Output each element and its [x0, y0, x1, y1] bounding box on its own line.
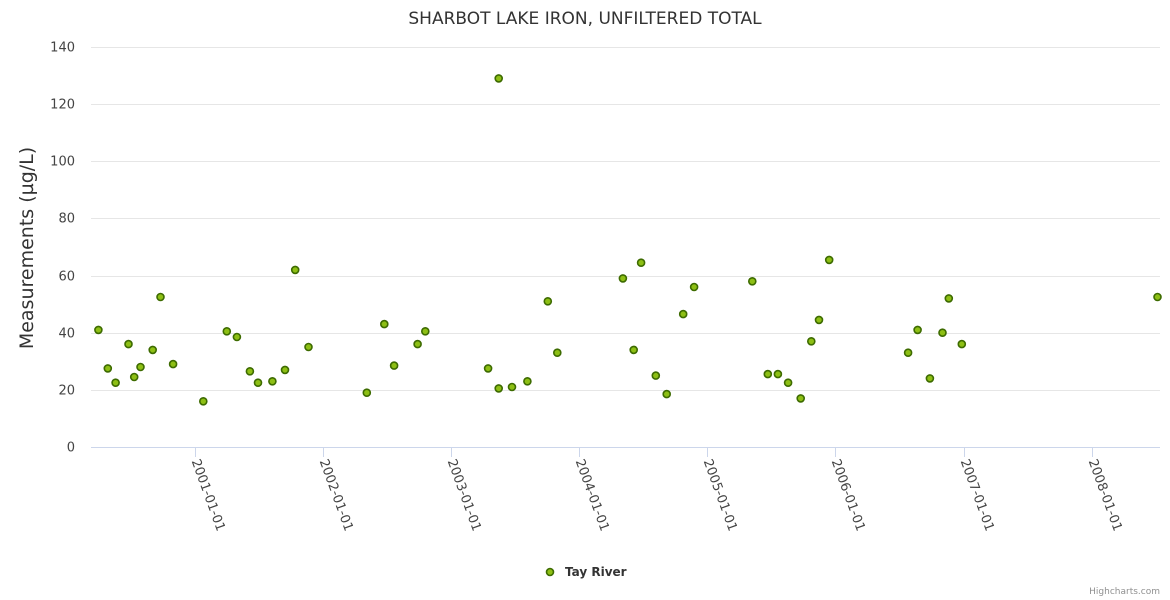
- data-point[interactable]: [662, 389, 672, 399]
- x-tick-label: 2001-01-01: [188, 457, 228, 533]
- x-tick-label: 2003-01-01: [444, 457, 484, 533]
- data-point[interactable]: [413, 339, 422, 349]
- data-point[interactable]: [362, 388, 372, 398]
- data-point[interactable]: [253, 378, 263, 388]
- y-tick-label: 20: [58, 384, 75, 399]
- data-point[interactable]: [747, 276, 757, 286]
- data-point[interactable]: [523, 376, 532, 386]
- legend[interactable]: Tay River: [545, 565, 627, 579]
- data-point[interactable]: [925, 374, 935, 383]
- x-tick-label: 2007-01-01: [957, 457, 997, 533]
- data-point[interactable]: [304, 342, 313, 352]
- data-point[interactable]: [379, 319, 389, 329]
- y-axis-label: Measurements (µg/L): [16, 147, 38, 349]
- data-point[interactable]: [806, 336, 816, 346]
- data-point[interactable]: [618, 274, 628, 283]
- data-point[interactable]: [494, 384, 504, 393]
- data-point[interactable]: [636, 258, 646, 268]
- data-point[interactable]: [507, 382, 517, 392]
- data-point[interactable]: [199, 396, 208, 406]
- data-point[interactable]: [494, 74, 504, 83]
- data-point[interactable]: [290, 265, 300, 275]
- data-point[interactable]: [389, 361, 399, 370]
- data-point[interactable]: [1153, 292, 1162, 302]
- y-axis-tick-labels: 0 20 40 60 80 100 120 140: [50, 41, 75, 456]
- data-point[interactable]: [245, 366, 255, 376]
- data-point[interactable]: [420, 326, 430, 336]
- data-point[interactable]: [156, 292, 165, 302]
- data-point[interactable]: [629, 345, 639, 355]
- data-point[interactable]: [543, 296, 553, 306]
- data-point[interactable]: [268, 376, 277, 386]
- x-tick-label: 2002-01-01: [316, 457, 356, 533]
- data-point[interactable]: [796, 394, 806, 403]
- legend-marker-icon[interactable]: [545, 567, 555, 577]
- data-point[interactable]: [913, 325, 922, 335]
- data-points: [94, 74, 1162, 406]
- data-point[interactable]: [168, 359, 178, 369]
- data-point[interactable]: [280, 365, 290, 375]
- x-tick-label: 2004-01-01: [572, 457, 612, 533]
- data-point[interactable]: [124, 339, 133, 349]
- y-tick-label: 140: [50, 41, 75, 56]
- y-tick-label: 120: [50, 98, 75, 113]
- data-point[interactable]: [651, 371, 661, 380]
- data-point[interactable]: [552, 348, 562, 358]
- data-point[interactable]: [111, 378, 120, 388]
- data-point[interactable]: [483, 364, 493, 373]
- data-point[interactable]: [783, 378, 793, 388]
- y-tick-label: 40: [58, 327, 75, 342]
- data-point[interactable]: [903, 348, 913, 358]
- data-point[interactable]: [689, 282, 699, 292]
- gridlines: [91, 47, 1160, 391]
- data-point[interactable]: [678, 309, 688, 319]
- y-tick-label: 100: [50, 155, 75, 170]
- data-point[interactable]: [763, 369, 773, 379]
- data-point[interactable]: [773, 369, 783, 379]
- x-axis-ticks: 2001-01-01 2002-01-01 2003-01-01 2004-01-01…: [188, 447, 1125, 533]
- data-point[interactable]: [222, 326, 232, 336]
- y-tick-label: 0: [67, 441, 75, 456]
- data-point[interactable]: [136, 362, 145, 372]
- data-point[interactable]: [103, 364, 113, 373]
- data-point[interactable]: [938, 328, 947, 338]
- y-tick-label: 80: [58, 212, 75, 227]
- data-point[interactable]: [232, 332, 242, 342]
- data-point[interactable]: [944, 294, 954, 303]
- data-point[interactable]: [824, 255, 834, 265]
- data-point[interactable]: [148, 345, 157, 355]
- x-tick-label: 2005-01-01: [700, 457, 740, 533]
- x-tick-label: 2006-01-01: [828, 457, 868, 533]
- data-point[interactable]: [94, 325, 103, 335]
- data-point[interactable]: [129, 372, 139, 382]
- x-tick-label: 2008-01-01: [1085, 457, 1125, 533]
- data-point[interactable]: [814, 315, 824, 325]
- data-point[interactable]: [957, 339, 967, 349]
- chart-title: SHARBOT LAKE IRON, UNFILTERED TOTAL: [408, 9, 762, 29]
- credits-link[interactable]: Highcharts.com: [1089, 587, 1160, 597]
- legend-item-tay-river[interactable]: Tay River: [565, 565, 627, 579]
- y-tick-label: 60: [58, 270, 75, 285]
